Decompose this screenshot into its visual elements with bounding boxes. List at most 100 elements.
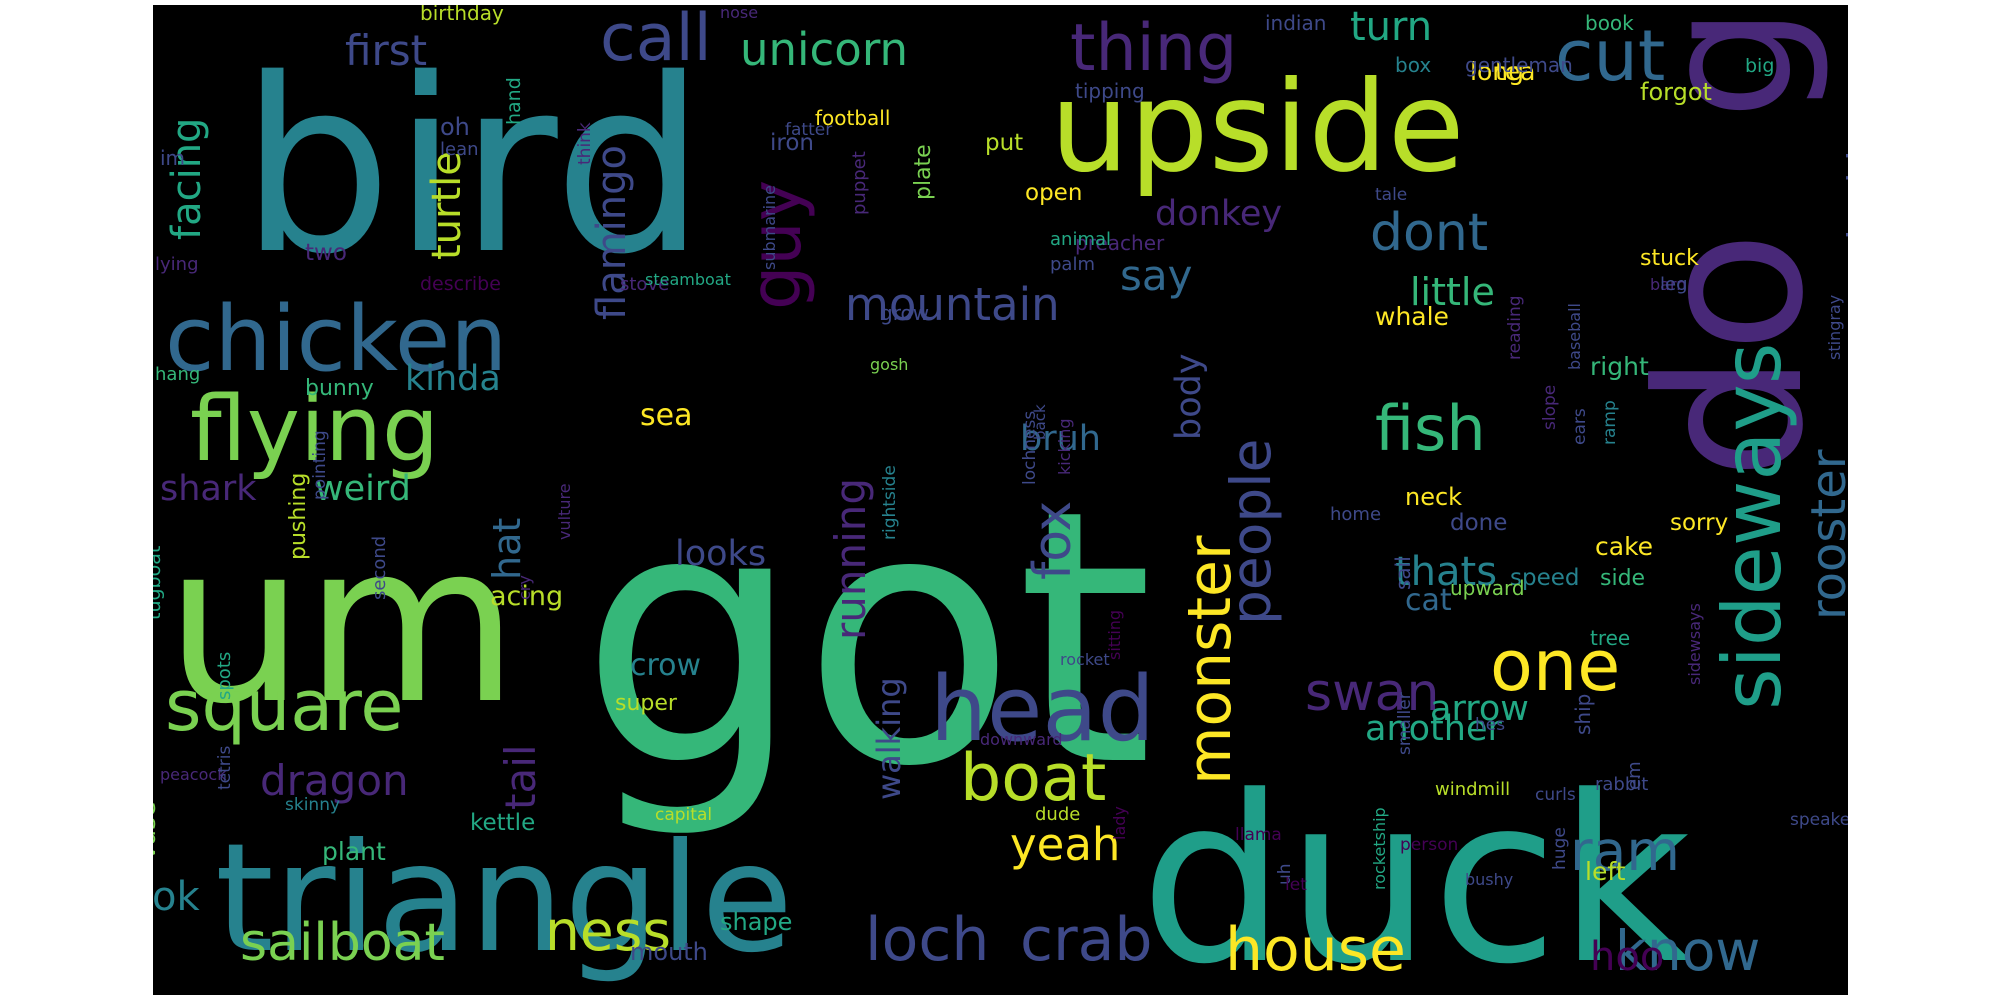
word-sail: sail bbox=[1391, 556, 1415, 590]
word-dude: dude bbox=[1035, 804, 1080, 825]
word-bird: bird bbox=[240, 27, 706, 307]
word-thats: thats bbox=[1395, 549, 1497, 595]
word-looks: looks bbox=[675, 534, 766, 574]
word-cake: cake bbox=[1595, 532, 1653, 561]
word-speed: speed bbox=[1510, 565, 1579, 591]
word-huge: huge bbox=[1550, 827, 1570, 870]
word-sidewsays: sidewsays bbox=[1685, 603, 1704, 685]
word-slope: slope bbox=[1540, 385, 1560, 430]
word-second: second bbox=[369, 536, 390, 600]
word-mountain: mountain bbox=[845, 278, 1060, 331]
word-fatter: fatter bbox=[785, 120, 832, 140]
word-pushing: pushing bbox=[286, 473, 311, 560]
word-first: first bbox=[345, 26, 427, 75]
word-looking: looking bbox=[1840, 102, 1884, 240]
word-guy: guy bbox=[735, 180, 817, 310]
word-oh: oh bbox=[440, 113, 470, 141]
word-vase: vase bbox=[132, 801, 161, 860]
word-capital: capital bbox=[655, 805, 712, 825]
word-ramp: ramp bbox=[1600, 400, 1620, 445]
word-turtle: turtle bbox=[424, 151, 470, 260]
word-upside: upside bbox=[1050, 55, 1465, 200]
word-house: house bbox=[1225, 915, 1406, 985]
word-let: let bbox=[1285, 875, 1307, 895]
word-rightside: rightside bbox=[880, 465, 900, 540]
word-tail: tail bbox=[496, 744, 545, 810]
word-hat: hat bbox=[485, 518, 529, 580]
word-stove: stove bbox=[620, 274, 669, 295]
word-reading: reading bbox=[1505, 295, 1525, 360]
word-llama: llama bbox=[1235, 825, 1282, 845]
word-home: home bbox=[1330, 504, 1381, 525]
word-rocketship: rocketship bbox=[1370, 807, 1389, 890]
word-grow: grow bbox=[880, 301, 929, 325]
word-chicken: chicken bbox=[165, 287, 507, 392]
word-ness: ness bbox=[545, 899, 671, 963]
word-windmill: windmill bbox=[1435, 779, 1510, 800]
word-rocket: rocket bbox=[1060, 650, 1110, 669]
word-swan: swan bbox=[1305, 663, 1439, 723]
word-facing: facing bbox=[164, 118, 210, 240]
word-unicorn: unicorn bbox=[740, 23, 908, 76]
word-kicking: kicking bbox=[1055, 418, 1074, 475]
word-rooster: rooster bbox=[1801, 449, 1857, 620]
word-crab: crab bbox=[1020, 905, 1153, 975]
word-kettle: kettle bbox=[470, 810, 535, 836]
word-lying: lying bbox=[155, 254, 199, 275]
word-mouth: mouth bbox=[630, 938, 708, 966]
word-baseball: baseball bbox=[1565, 303, 1584, 370]
word-tipping: tipping bbox=[1075, 79, 1145, 103]
word-curls: curls bbox=[1535, 785, 1576, 805]
word-birthday: birthday bbox=[420, 1, 504, 25]
word-stuck: stuck bbox=[1640, 246, 1699, 271]
word-long: long bbox=[1470, 57, 1524, 86]
word-another: another bbox=[1365, 709, 1502, 749]
word-spots: spots bbox=[214, 652, 235, 700]
word-think: think bbox=[575, 122, 595, 165]
word-tale: tale bbox=[1375, 185, 1407, 205]
word-tetris: tetris bbox=[215, 745, 235, 790]
word-boat: boat bbox=[960, 741, 1106, 816]
word-puppet: puppet bbox=[849, 151, 870, 215]
word-go: go bbox=[1624, 0, 1833, 120]
word-lady: lady bbox=[1110, 806, 1129, 840]
word-sideways: sideways bbox=[1706, 343, 1799, 710]
word-vulture: vulture bbox=[555, 483, 574, 540]
word-sea: sea bbox=[640, 398, 692, 433]
word-animal: animal bbox=[1050, 229, 1111, 250]
word-fish: fish bbox=[1375, 392, 1486, 465]
word-bushy: bushy bbox=[1465, 870, 1513, 889]
word-indian: indian bbox=[1265, 11, 1326, 35]
word-done: done bbox=[1450, 510, 1507, 536]
word-running: running bbox=[826, 478, 875, 640]
word-say: say bbox=[1120, 251, 1192, 300]
word-iron: iron bbox=[770, 130, 814, 156]
word-steamboat: steamboat bbox=[645, 270, 731, 289]
word-upward: upward bbox=[1450, 576, 1525, 600]
word-palm: palm bbox=[1050, 254, 1095, 275]
word-monster: monster bbox=[1175, 535, 1245, 785]
word-whale: whale bbox=[1375, 302, 1449, 331]
word-smaller: smaller bbox=[1395, 692, 1415, 755]
word-duck: duck bbox=[1140, 748, 1691, 1000]
word-ship: ship bbox=[1571, 694, 1595, 735]
word-plate: plate bbox=[911, 144, 936, 200]
word-crow: crow bbox=[630, 648, 701, 683]
word-book: book bbox=[1585, 11, 1634, 35]
word-thing: thing bbox=[1070, 11, 1237, 86]
word-tea: tea bbox=[1495, 57, 1536, 86]
word-walking: walking bbox=[870, 677, 908, 800]
word-group: gotbirdduckumdogoupsidetrianglechickenfl… bbox=[132, 0, 1884, 1000]
word-left: left bbox=[1585, 857, 1626, 886]
word-triangle: triangle bbox=[215, 812, 793, 986]
word-tree: tree bbox=[1590, 626, 1630, 650]
word-right: right bbox=[1590, 352, 1649, 381]
word-one: one bbox=[1490, 625, 1620, 707]
word-barn: barn bbox=[1650, 275, 1686, 294]
word-turn: turn bbox=[1350, 4, 1432, 50]
word-big: big bbox=[1745, 55, 1774, 77]
word-side: side bbox=[1600, 566, 1645, 591]
word-tugboat: tugboat bbox=[143, 546, 165, 620]
word-flying: flying bbox=[190, 377, 439, 482]
word-gentleman: gentleman bbox=[1465, 53, 1573, 77]
